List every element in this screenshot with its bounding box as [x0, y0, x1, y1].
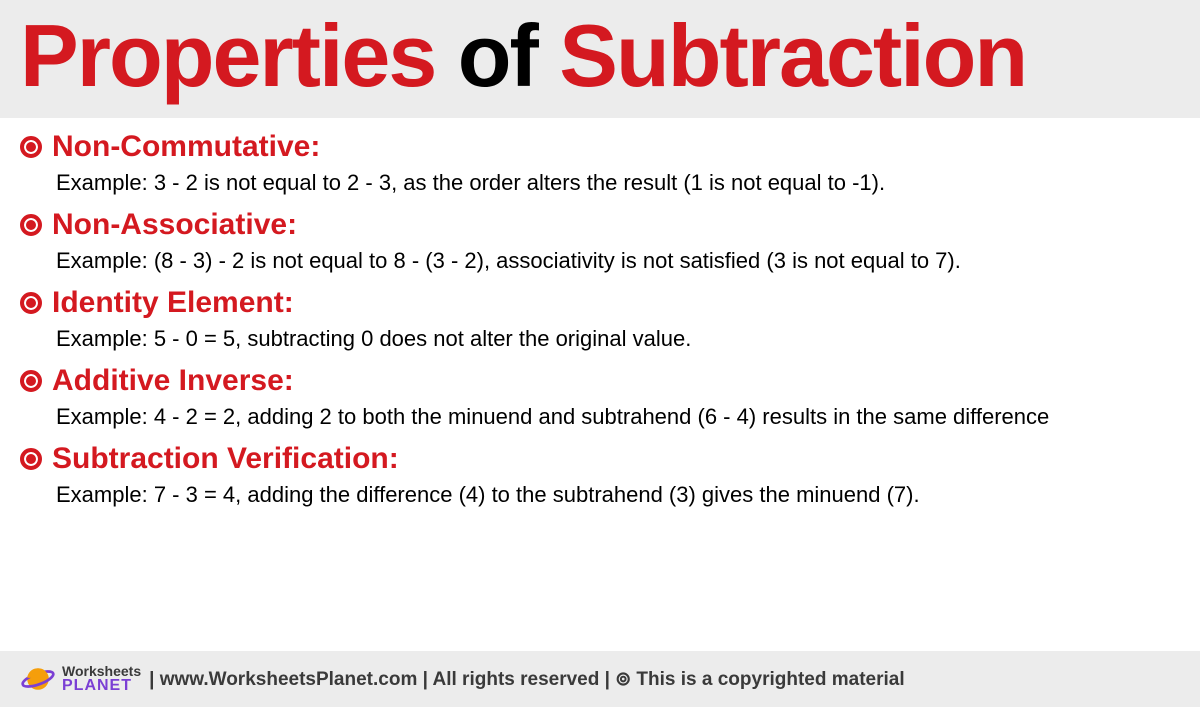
logo-text: Worksheets PLANET — [62, 664, 141, 694]
title-header: Properties of Subtraction — [0, 0, 1200, 118]
property-header: Non-Commutative: — [20, 130, 1180, 164]
property-example: Example: (8 - 3) - 2 is not equal to 8 -… — [20, 248, 1180, 274]
property-item: Identity Element: Example: 5 - 0 = 5, su… — [20, 286, 1180, 352]
property-header: Additive Inverse: — [20, 364, 1180, 398]
property-header: Subtraction Verification: — [20, 442, 1180, 476]
property-item: Non-Commutative: Example: 3 - 2 is not e… — [20, 130, 1180, 196]
property-example: Example: 7 - 3 = 4, adding the differenc… — [20, 482, 1180, 508]
property-title: Additive Inverse: — [52, 364, 294, 398]
bullet-icon — [20, 214, 42, 236]
page-title: Properties of Subtraction — [20, 12, 1180, 100]
property-item: Subtraction Verification: Example: 7 - 3… — [20, 442, 1180, 508]
property-item: Additive Inverse: Example: 4 - 2 = 2, ad… — [20, 364, 1180, 430]
content-area: Non-Commutative: Example: 3 - 2 is not e… — [0, 118, 1200, 508]
logo-text-top: Worksheets — [62, 664, 141, 678]
property-title: Subtraction Verification: — [52, 442, 399, 476]
logo-text-bottom: PLANET — [62, 678, 141, 694]
bullet-icon — [20, 448, 42, 470]
property-item: Non-Associative: Example: (8 - 3) - 2 is… — [20, 208, 1180, 274]
title-word-2: of — [458, 6, 537, 105]
property-example: Example: 5 - 0 = 5, subtracting 0 does n… — [20, 326, 1180, 352]
title-word-1: Properties — [20, 6, 435, 105]
brand-logo: Worksheets PLANET — [20, 661, 141, 697]
title-word-3: Subtraction — [559, 6, 1026, 105]
property-example: Example: 3 - 2 is not equal to 2 - 3, as… — [20, 170, 1180, 196]
property-title: Non-Associative: — [52, 208, 297, 242]
property-example: Example: 4 - 2 = 2, adding 2 to both the… — [20, 404, 1180, 430]
footer-copyright: | www.WorksheetsPlanet.com | All rights … — [149, 668, 905, 691]
bullet-icon — [20, 292, 42, 314]
bullet-icon — [20, 136, 42, 158]
property-header: Non-Associative: — [20, 208, 1180, 242]
property-title: Non-Commutative: — [52, 130, 320, 164]
bullet-icon — [20, 370, 42, 392]
footer-bar: Worksheets PLANET | www.WorksheetsPlanet… — [0, 651, 1200, 707]
property-header: Identity Element: — [20, 286, 1180, 320]
property-title: Identity Element: — [52, 286, 294, 320]
planet-icon — [20, 661, 56, 697]
